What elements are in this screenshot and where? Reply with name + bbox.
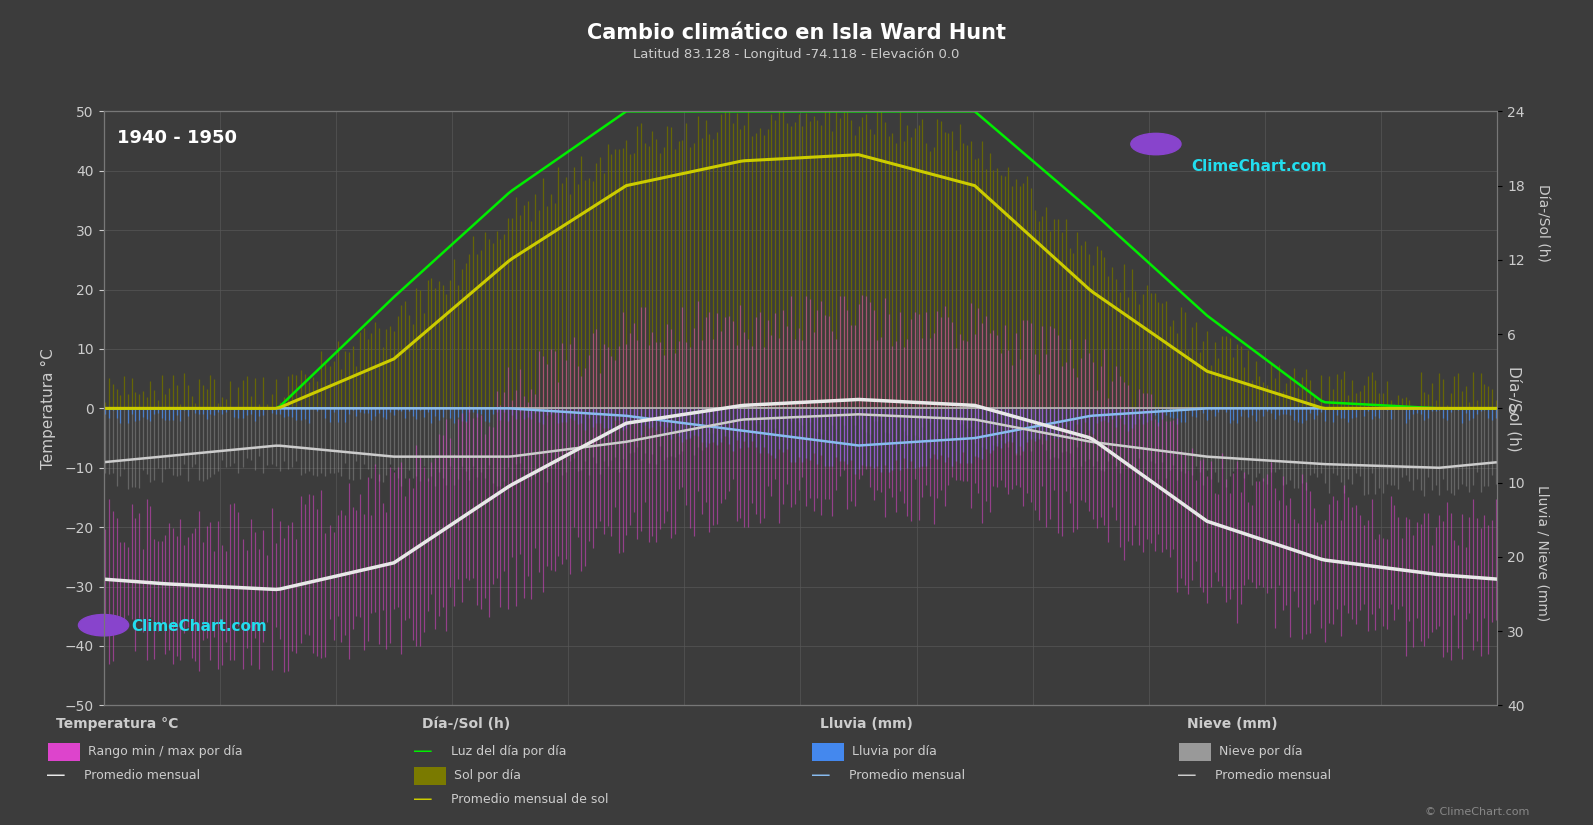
Text: ClimeChart.com: ClimeChart.com [132,619,268,634]
Text: Lluvia / Nieve (mm): Lluvia / Nieve (mm) [1536,484,1548,621]
Text: —: — [811,766,830,785]
Text: 1940 - 1950: 1940 - 1950 [118,130,237,147]
Text: Cambio climático en Isla Ward Hunt: Cambio climático en Isla Ward Hunt [586,23,1007,43]
Text: Promedio mensual: Promedio mensual [1215,769,1332,782]
Text: —: — [1177,766,1196,785]
Text: Promedio mensual de sol: Promedio mensual de sol [451,793,609,806]
Text: —: — [46,766,65,785]
Text: Nieve (mm): Nieve (mm) [1187,718,1278,731]
Text: Rango min / max por día: Rango min / max por día [88,745,242,758]
Text: Nieve por día: Nieve por día [1219,745,1301,758]
Circle shape [1131,134,1180,155]
Text: —: — [413,790,432,809]
Y-axis label: Temperatura °C: Temperatura °C [41,348,56,469]
Text: © ClimeChart.com: © ClimeChart.com [1424,807,1529,817]
Text: Lluvia (mm): Lluvia (mm) [820,718,913,731]
Y-axis label: Día-/Sol (h): Día-/Sol (h) [1507,365,1523,451]
Text: ClimeChart.com: ClimeChart.com [1192,159,1327,174]
Text: —: — [413,742,432,761]
Circle shape [78,615,129,636]
Text: Luz del día por día: Luz del día por día [451,745,567,758]
Text: Latitud 83.128 - Longitud -74.118 - Elevación 0.0: Latitud 83.128 - Longitud -74.118 - Elev… [634,48,959,61]
Text: Día-/Sol (h): Día-/Sol (h) [422,718,510,731]
Text: Promedio mensual: Promedio mensual [84,769,201,782]
Text: Lluvia por día: Lluvia por día [852,745,937,758]
Text: Promedio mensual: Promedio mensual [849,769,965,782]
Text: Temperatura °C: Temperatura °C [56,718,178,731]
Text: Día-/Sol (h): Día-/Sol (h) [1536,184,1548,262]
Text: Sol por día: Sol por día [454,769,521,782]
